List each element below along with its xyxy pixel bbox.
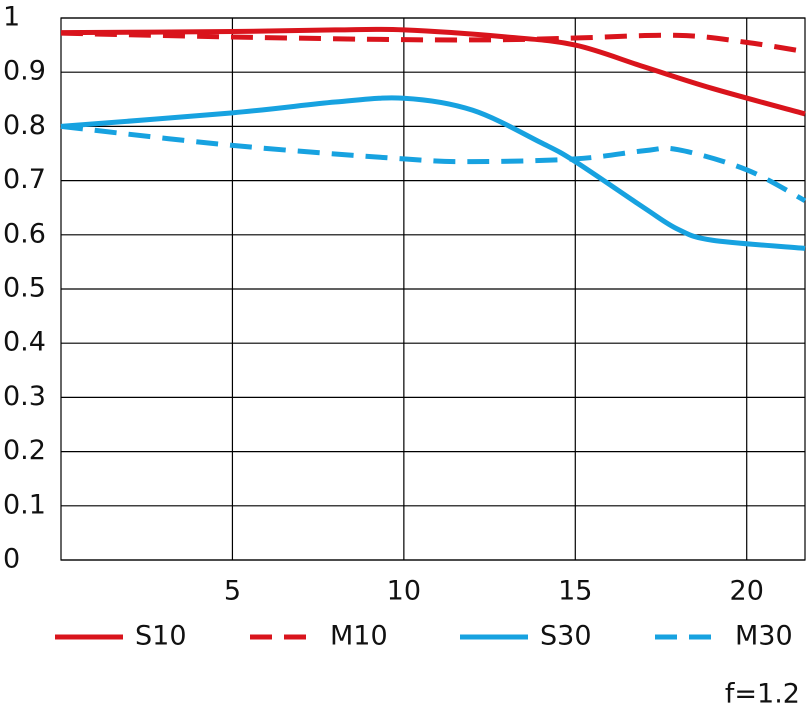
legend-label: M30 [735,621,793,652]
x-tick-label: 20 [730,576,764,607]
series-line [60,30,806,55]
x-tick-label: 15 [558,576,592,607]
y-tick-label: 0.2 [3,435,46,466]
legend-label: M10 [330,621,388,652]
annotation: f=1.2 [725,679,800,710]
legend-label: S10 [135,621,187,652]
y-tick-label: 0.8 [3,110,46,141]
y-tick-label: 0.5 [3,273,46,304]
x-tick-label: 10 [387,576,421,607]
series-line [60,95,806,251]
y-tick-label: 0.7 [3,164,46,195]
y-tick-label: 0 [3,544,20,575]
y-tick-label: 0.6 [3,218,46,249]
x-tick-label: 5 [224,576,241,607]
y-tick-label: 0.9 [3,56,46,87]
y-tick-label: 0.4 [3,327,46,358]
y-tick-label: 0.1 [3,489,46,520]
series-line [60,26,806,117]
y-tick-label: 1 [3,2,20,33]
y-tick-label: 0.3 [3,381,46,412]
series-line [60,123,807,203]
legend-label: S30 [540,621,592,652]
